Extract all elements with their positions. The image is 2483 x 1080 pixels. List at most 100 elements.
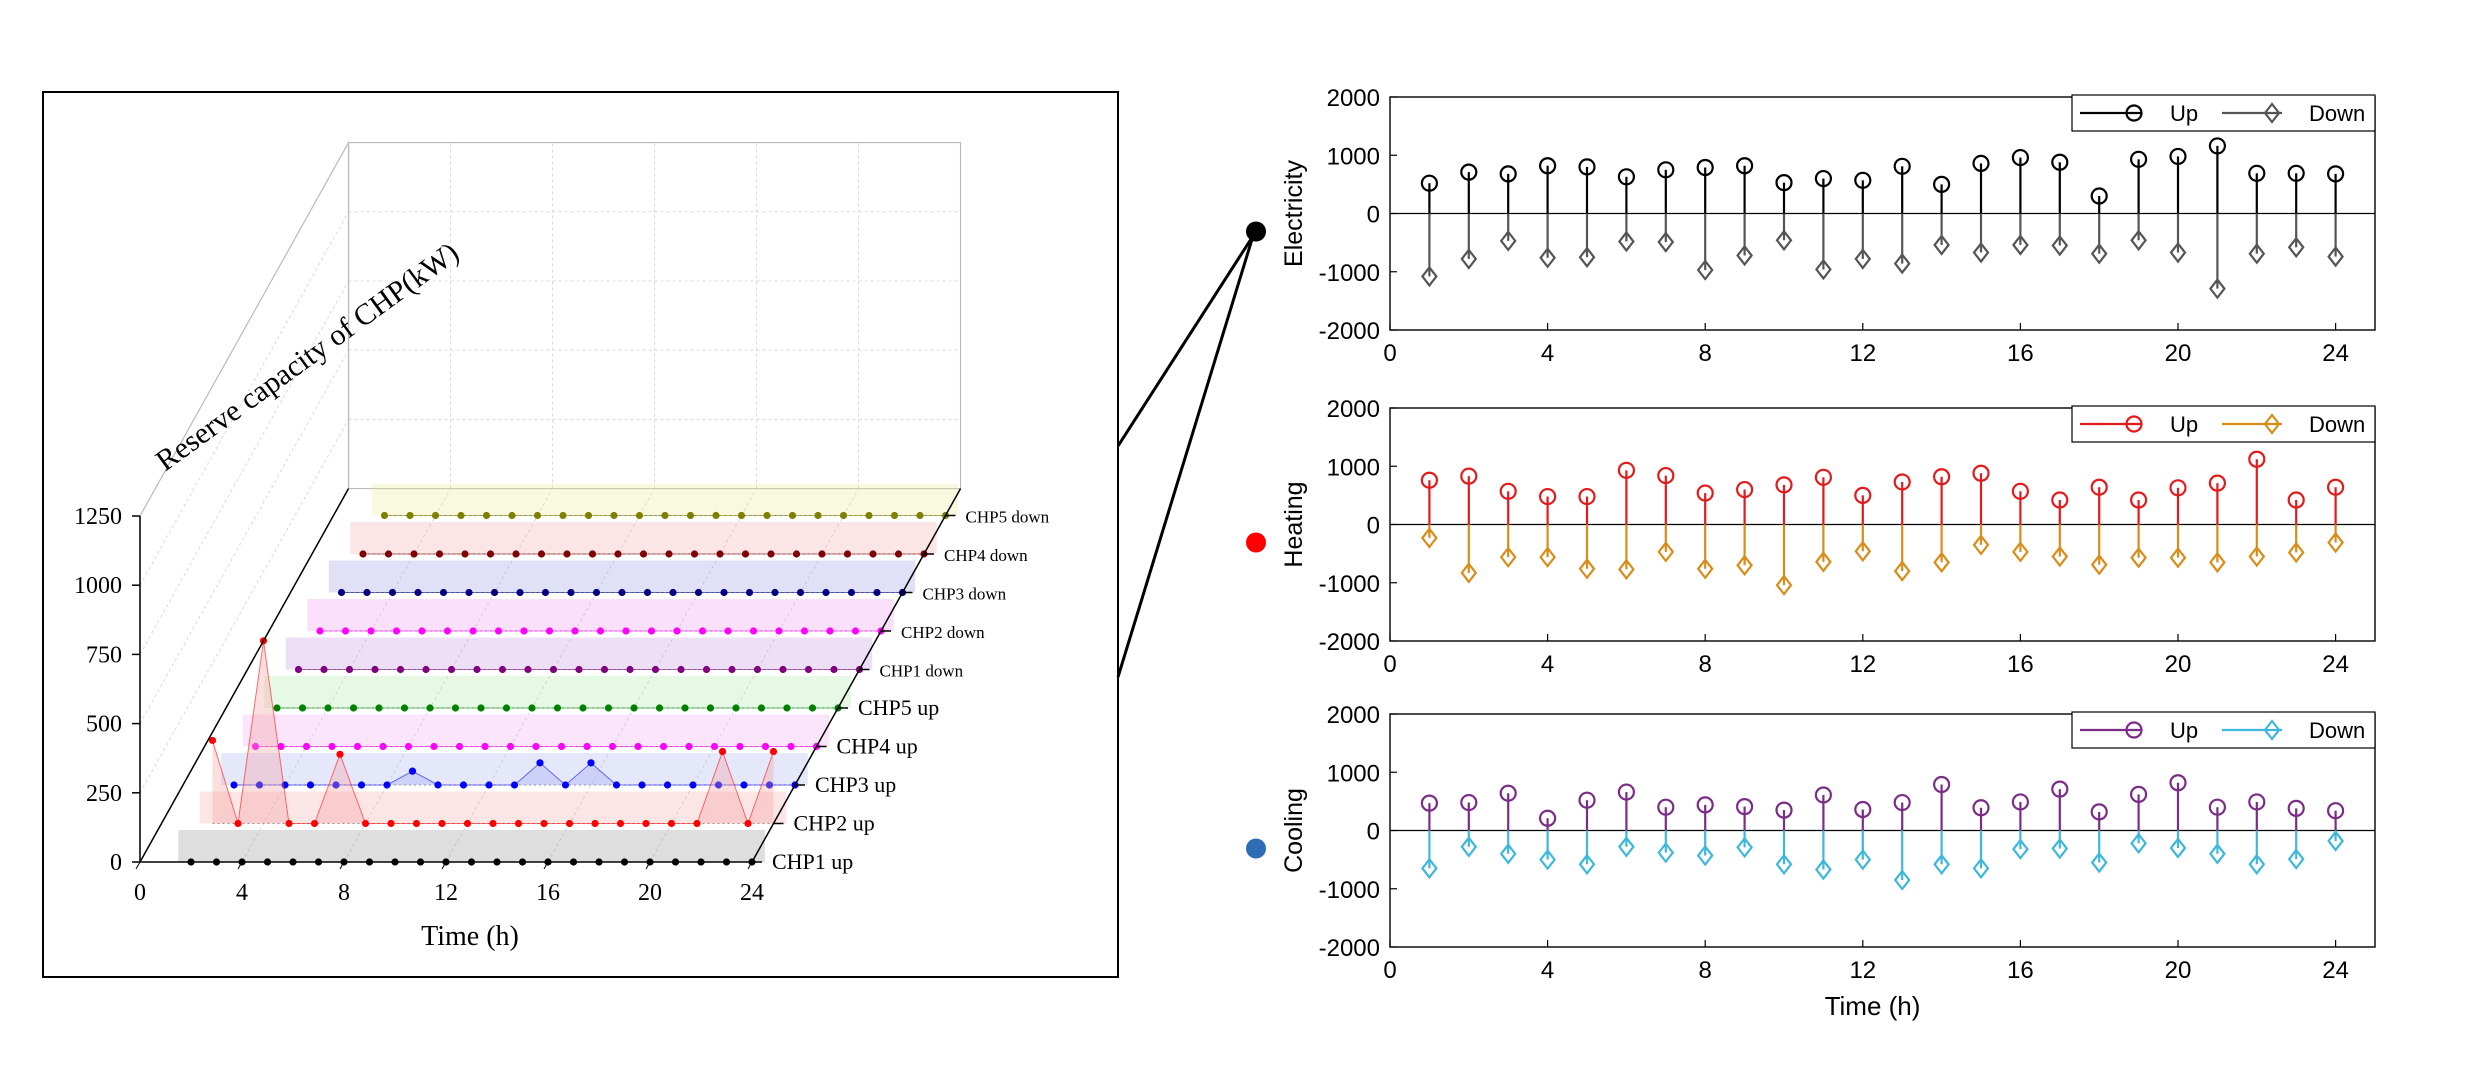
data-point — [459, 781, 468, 789]
data-point — [426, 704, 434, 712]
data-point — [873, 588, 881, 597]
legend: Up Down — [2071, 711, 2376, 749]
x-tick-label: 0 — [1383, 957, 1396, 984]
x-tick-label: 4 — [1541, 651, 1554, 678]
up-marker — [1617, 168, 1636, 186]
up-marker — [1499, 482, 1517, 500]
down-marker — [1854, 248, 1872, 270]
down-marker — [2169, 837, 2187, 859]
data-point — [614, 550, 622, 558]
up-marker — [1932, 775, 1951, 794]
series-chp1-up — [178, 830, 765, 866]
data-point — [665, 550, 673, 558]
down-marker — [1815, 258, 1832, 281]
up-marker — [1972, 799, 1990, 817]
up-marker — [2130, 150, 2148, 168]
series-ribbon — [199, 791, 787, 824]
data-point — [612, 781, 621, 789]
data-point — [706, 704, 715, 712]
x-tick-label: 8 — [1699, 340, 1712, 367]
data-point — [481, 742, 489, 751]
data-point — [490, 588, 499, 597]
x-tick-label: 16 — [2007, 340, 2034, 367]
data-point — [508, 511, 516, 520]
data-point — [839, 511, 848, 520]
y-axis-label: Electricity — [1280, 160, 1308, 267]
z-tick-label: 1000 — [74, 573, 122, 599]
y-axis-label: Cooling — [1280, 788, 1308, 873]
panel-indicator-dot — [1246, 838, 1266, 859]
x-tick-label: 12 — [1849, 651, 1876, 678]
down-marker — [2169, 241, 2187, 264]
x-tick-label: 0 — [1383, 340, 1396, 367]
data-point — [336, 750, 344, 758]
y-tick-label: 0 — [1367, 819, 1380, 846]
data-point — [694, 588, 703, 597]
data-point — [673, 627, 681, 635]
down-marker — [1854, 848, 1872, 871]
up-marker — [2287, 799, 2305, 817]
down-marker — [2130, 229, 2147, 252]
data-point — [771, 588, 779, 597]
data-point — [379, 742, 387, 751]
data-point — [865, 511, 873, 520]
data-point — [744, 819, 752, 828]
y-tick-label: 2000 — [1327, 396, 1380, 423]
data-point — [740, 781, 748, 789]
up-marker — [1854, 486, 1872, 504]
data-point — [757, 704, 766, 712]
depth-tick-label: CHP1 down — [880, 662, 964, 681]
data-point — [359, 550, 367, 558]
x-tick-label: 24 — [2322, 957, 2349, 984]
data-point — [536, 759, 544, 767]
connector-lower-line — [1116, 235, 1255, 678]
down-marker — [2248, 853, 2266, 876]
up-marker — [1893, 473, 1911, 491]
data-point — [408, 767, 417, 775]
down-marker — [2248, 545, 2266, 568]
data-point — [661, 511, 669, 520]
down-marker — [2090, 242, 2108, 265]
data-point — [763, 511, 771, 520]
data-point — [626, 665, 634, 674]
data-point — [728, 665, 736, 674]
up-marker — [1617, 461, 1636, 479]
series-ribbon — [350, 522, 937, 554]
up-marker — [1972, 464, 1990, 482]
depth-tick-label: CHP5 up — [858, 695, 939, 720]
data-point — [384, 550, 393, 558]
legend-down-label: Down — [2309, 101, 2365, 126]
down-marker — [1421, 857, 1438, 880]
data-point — [298, 704, 307, 712]
left-3d-chart: 0 4 8 12 16 20 24 0 250 500 750 1000 1250 CHP1 up CHP2… — [42, 91, 1119, 978]
data-point — [655, 704, 664, 712]
data-point — [451, 704, 460, 712]
down-marker — [1657, 541, 1675, 563]
data-point — [443, 627, 452, 635]
down-marker — [1696, 557, 1714, 580]
up-marker — [2051, 780, 2069, 798]
up-marker — [2090, 187, 2108, 205]
data-point — [579, 704, 587, 712]
data-point — [514, 819, 523, 828]
y-tick-label: -2000 — [1319, 318, 1380, 345]
panel-indicator-dot — [1246, 221, 1266, 242]
down-marker — [1539, 546, 1556, 568]
data-point — [477, 704, 485, 712]
down-marker — [2051, 837, 2069, 860]
data-point — [520, 627, 528, 635]
data-point — [357, 781, 366, 789]
legend: Up Down — [2071, 94, 2376, 132]
down-marker — [1460, 562, 1478, 584]
side-wall-gridline — [139, 349, 349, 724]
up-marker — [1775, 174, 1793, 192]
x-tick — [747, 861, 753, 870]
data-point — [575, 665, 583, 674]
down-marker — [1775, 229, 1793, 252]
data-point — [822, 588, 830, 597]
data-point — [375, 704, 383, 712]
down-marker — [2130, 832, 2147, 855]
up-marker — [2011, 793, 2030, 811]
data-point — [814, 511, 822, 520]
